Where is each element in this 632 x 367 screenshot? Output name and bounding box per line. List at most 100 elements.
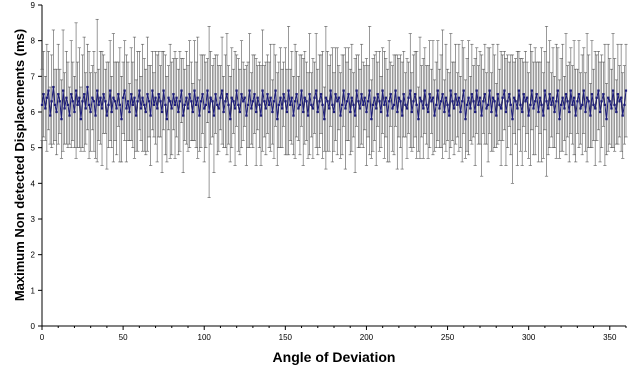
data-point	[110, 110, 113, 114]
data-point	[498, 103, 501, 106]
data-point	[122, 96, 125, 99]
data-point	[585, 96, 589, 99]
data-point	[430, 100, 433, 103]
y-tick-label: 1	[31, 286, 36, 295]
data-point	[157, 93, 160, 96]
data-point	[449, 89, 452, 92]
data-point	[379, 110, 383, 114]
data-point	[417, 118, 420, 121]
data-point	[477, 103, 480, 106]
data-point	[618, 100, 621, 103]
data-point	[293, 100, 297, 103]
data-point	[499, 107, 503, 110]
data-point	[134, 114, 138, 117]
data-point	[118, 103, 121, 106]
data-point	[303, 96, 306, 99]
data-point	[341, 103, 344, 106]
data-point	[388, 100, 391, 103]
data-point	[326, 100, 329, 103]
data-point	[224, 100, 227, 103]
x-axis-ticks: 0 50 100 150 200 250 300 350	[40, 326, 627, 342]
data-point	[295, 93, 298, 96]
data-point	[568, 110, 571, 114]
data-point	[112, 96, 115, 99]
data-point	[360, 93, 363, 96]
data-point	[74, 89, 78, 92]
data-point	[141, 96, 144, 99]
y-tick-label: 6	[31, 108, 36, 117]
data-point	[261, 89, 264, 92]
y-axis-title: Maximum Non detected Displacements (ms)	[12, 29, 27, 301]
data-point	[459, 110, 462, 114]
data-point	[623, 103, 626, 106]
data-point	[185, 96, 188, 99]
data-point	[431, 96, 435, 99]
data-point	[530, 89, 534, 92]
data-points	[40, 85, 628, 121]
data-point	[336, 100, 339, 103]
data-point	[347, 93, 350, 96]
data-point	[378, 100, 381, 103]
data-point	[216, 103, 219, 106]
data-point	[482, 100, 485, 103]
data-point	[305, 100, 308, 103]
data-point	[358, 107, 362, 110]
data-point	[105, 114, 108, 117]
data-point	[448, 114, 451, 117]
data-point	[321, 103, 324, 106]
data-point	[444, 96, 448, 99]
data-point	[259, 114, 263, 117]
data-point	[285, 110, 289, 114]
data-point	[592, 103, 595, 106]
data-point	[104, 100, 107, 103]
data-point	[571, 103, 574, 106]
data-point	[60, 118, 63, 121]
y-tick-label: 3	[31, 215, 36, 224]
data-point	[615, 110, 618, 114]
data-point	[159, 100, 162, 103]
data-point	[125, 107, 128, 110]
data-point	[233, 107, 237, 110]
data-point	[370, 118, 373, 121]
data-point	[313, 96, 316, 99]
data-point	[71, 100, 74, 103]
data-point	[329, 89, 332, 92]
data-point	[532, 107, 535, 110]
data-point	[235, 89, 238, 92]
data-point	[365, 110, 368, 114]
data-point	[263, 100, 266, 103]
data-point	[574, 114, 577, 117]
data-point	[399, 100, 402, 103]
data-point	[553, 110, 556, 114]
data-point	[334, 93, 337, 96]
data-point	[201, 93, 204, 96]
data-point	[170, 107, 173, 110]
data-point	[595, 96, 598, 99]
data-point	[363, 96, 366, 99]
data-point	[474, 110, 477, 114]
data-point	[219, 96, 222, 99]
data-point	[240, 93, 243, 96]
data-point	[375, 107, 378, 110]
data-point	[495, 114, 498, 117]
y-axis-ticks: 0 1 2 3 4 5 6 7 8 9	[31, 1, 42, 331]
data-point	[146, 93, 149, 96]
data-point	[152, 103, 156, 106]
data-point	[128, 110, 131, 114]
data-point	[487, 103, 490, 106]
data-point	[284, 100, 287, 103]
data-point	[556, 89, 559, 92]
data-point	[66, 103, 70, 106]
data-point	[154, 96, 157, 99]
data-point	[441, 93, 444, 96]
data-point	[138, 89, 141, 92]
data-point	[607, 96, 610, 99]
data-point	[558, 118, 561, 121]
data-point	[420, 100, 423, 103]
data-point	[401, 114, 404, 117]
data-point	[527, 114, 530, 117]
data-point	[251, 100, 254, 103]
data-point	[271, 110, 274, 114]
y-tick-label: 9	[31, 1, 36, 10]
data-point	[534, 100, 537, 103]
